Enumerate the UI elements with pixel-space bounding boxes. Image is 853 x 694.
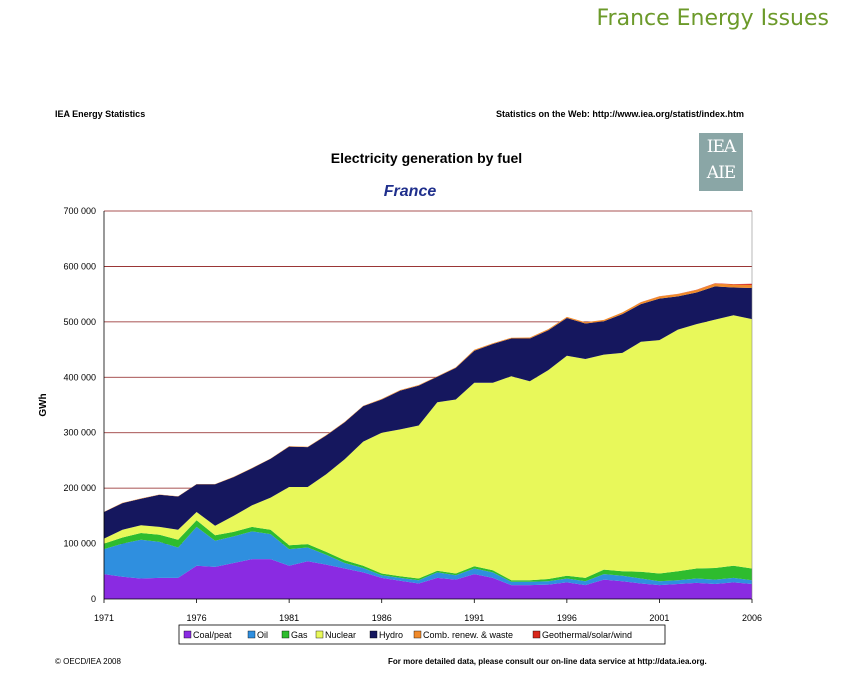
legend-swatch <box>369 630 378 639</box>
legend <box>178 624 666 645</box>
iea-logo: IEA AIE <box>699 133 743 191</box>
y-tick-label: 600 000 <box>63 261 96 271</box>
x-tick-label: 2006 <box>742 613 762 623</box>
y-tick-label: 0 <box>91 594 96 604</box>
copyright: © OECD/IEA 2008 <box>55 657 121 666</box>
y-tick-label: 500 000 <box>63 317 96 327</box>
legend-swatch <box>281 630 290 639</box>
legend-label: Gas <box>291 630 308 640</box>
header-source: IEA Energy Statistics <box>55 109 146 119</box>
legend-swatch <box>532 630 541 639</box>
legend-label: Comb. renew. & waste <box>423 630 513 640</box>
legend-label: Nuclear <box>325 630 356 640</box>
x-tick-label: 1971 <box>94 613 114 623</box>
slide-title: France Energy Issues <box>596 6 829 31</box>
x-tick-label: 1976 <box>187 613 207 623</box>
area-hydro <box>104 286 752 539</box>
legend-swatch <box>183 630 192 639</box>
x-tick-label: 1986 <box>372 613 392 623</box>
area-coal-peat <box>104 559 752 599</box>
y-tick-label: 100 000 <box>63 539 96 549</box>
chart-subtitle: France <box>383 183 437 200</box>
chart-title: Electricity generation by fuel <box>330 150 523 166</box>
legend-label: Geothermal/solar/wind <box>542 630 632 640</box>
y-axis-label: GWh <box>38 393 49 416</box>
y-tick-label: 300 000 <box>63 428 96 438</box>
x-tick-label: 1981 <box>279 613 299 623</box>
x-tick-label: 1996 <box>557 613 577 623</box>
area-nuclear <box>104 315 752 581</box>
area-gas <box>104 520 752 582</box>
y-tick-label: 200 000 <box>63 483 96 493</box>
logo-text-top: IEA <box>706 137 736 157</box>
legend-swatch <box>315 630 324 639</box>
legend-label: Oil <box>257 630 268 640</box>
x-tick-label: 1991 <box>464 613 484 623</box>
legend-label: Hydro <box>379 630 403 640</box>
footer-data-link[interactable]: For more detailed data, please consult o… <box>388 657 707 666</box>
logo-text-bottom: AIE <box>706 163 736 183</box>
legend-label: Coal/peat <box>193 630 232 640</box>
header-web-link[interactable]: Statistics on the Web: http://www.iea.or… <box>496 109 745 119</box>
legend-swatch <box>247 630 256 639</box>
x-tick-label: 2001 <box>649 613 669 623</box>
y-tick-label: 400 000 <box>63 372 96 382</box>
area-oil <box>104 526 752 586</box>
y-tick-label: 700 000 <box>63 206 96 216</box>
legend-swatch <box>413 630 422 639</box>
